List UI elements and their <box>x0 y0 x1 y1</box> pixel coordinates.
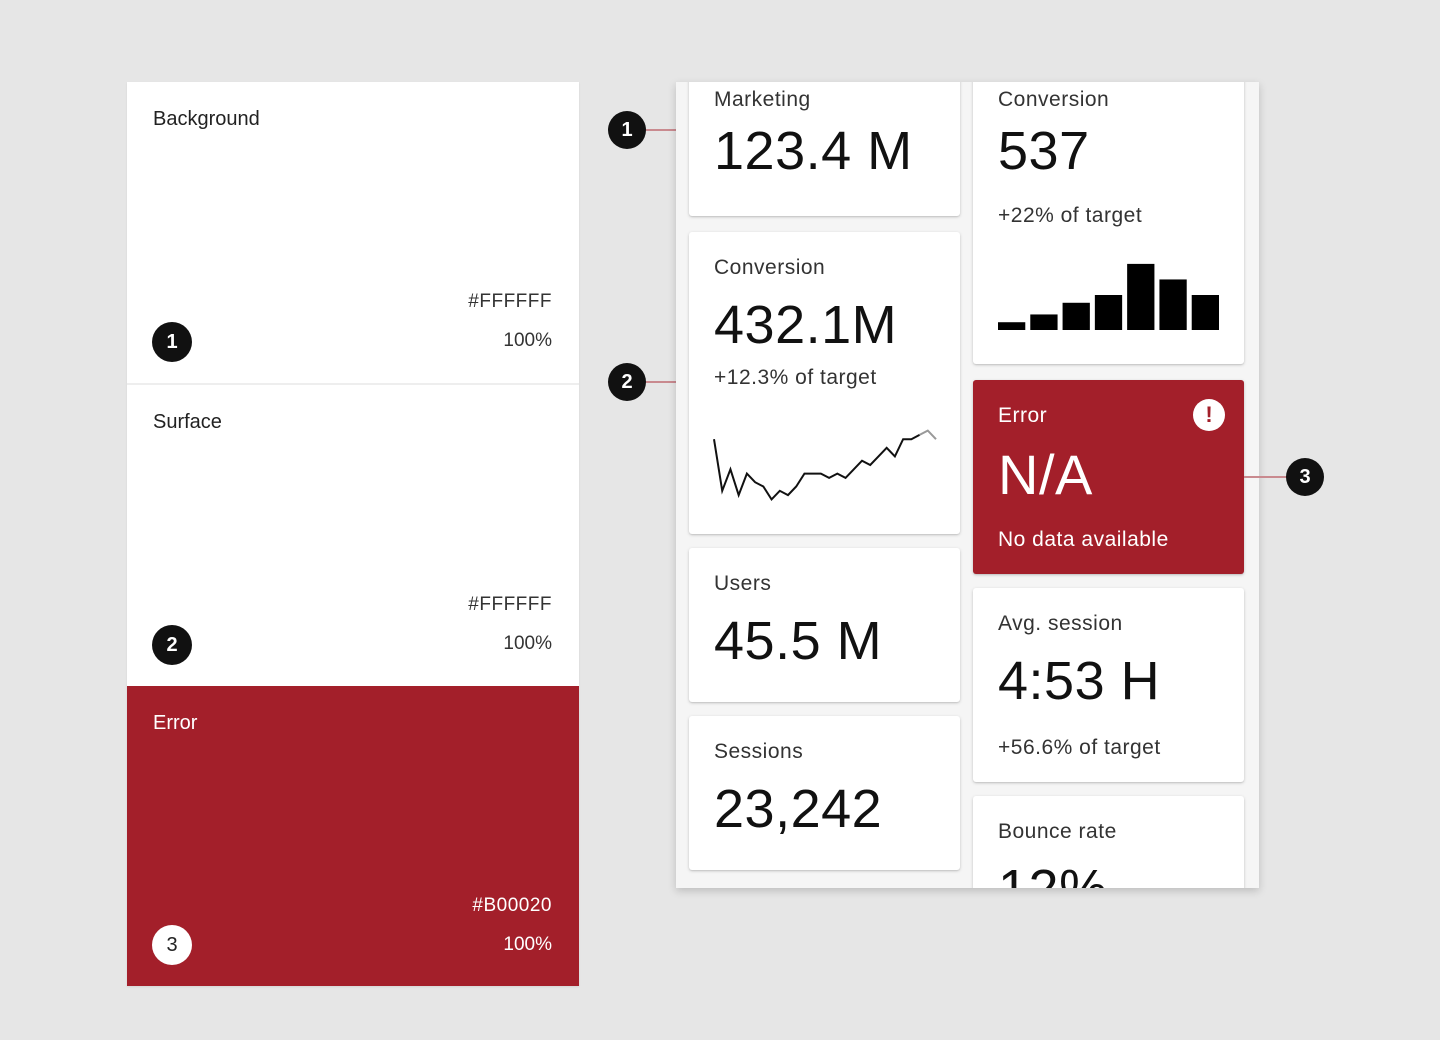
swatch-background: Background #FFFFFF 100% 1 <box>127 82 579 385</box>
line-series <box>713 434 921 502</box>
swatch-error: Error #B00020 100% 3 <box>127 686 579 986</box>
card-marketing[interactable]: Marketing 123.4 M <box>689 82 960 216</box>
card-subtext: +12.3% of target <box>714 366 877 389</box>
card-value: 432.1M <box>714 295 898 355</box>
card-subtext: +22% of target <box>998 204 1143 227</box>
card-value: 23,242 <box>714 779 883 839</box>
card-sessions[interactable]: Sessions 23,242 <box>689 716 960 870</box>
card-bounce-rate[interactable]: Bounce rate 12% <box>973 796 1244 888</box>
card-label: Bounce rate <box>998 820 1117 843</box>
swatch-name: Surface <box>153 411 222 433</box>
card-subtext: No data available <box>998 528 1169 551</box>
callout-connector-1 <box>646 129 676 131</box>
card-value: 4:53 H <box>998 651 1161 711</box>
swatch-hex: #B00020 <box>472 895 552 916</box>
callout-badge-2: 2 <box>608 363 646 401</box>
card-value: 537 <box>998 121 1090 181</box>
swatch-name: Background <box>153 108 260 130</box>
card-users[interactable]: Users 45.5 M <box>689 548 960 702</box>
card-label: Conversion <box>714 256 826 279</box>
swatch-surface: Surface #FFFFFF 100% 2 <box>127 385 579 686</box>
card-conversion-line[interactable]: Conversion 432.1M +12.3% of target <box>689 232 960 534</box>
alert-icon: ! <box>1193 399 1225 431</box>
swatch-opacity: 100% <box>503 330 552 351</box>
bar-6 <box>1159 279 1187 330</box>
card-value: 123.4 M <box>714 121 913 181</box>
bar-3 <box>1062 302 1090 330</box>
card-label: Avg. session <box>998 612 1123 635</box>
bar-2 <box>1030 314 1058 330</box>
card-label: Error <box>998 404 1048 427</box>
card-value: 12% <box>998 858 1108 888</box>
card-label: Users <box>714 572 772 595</box>
swatch-number-badge: 1 <box>152 322 192 362</box>
callout-badge-3: 3 <box>1286 458 1324 496</box>
callout-connector-3 <box>1244 476 1288 478</box>
card-label: Conversion <box>998 88 1110 111</box>
swatch-opacity: 100% <box>503 934 552 955</box>
card-avg-session[interactable]: Avg. session 4:53 H +56.6% of target <box>973 588 1244 782</box>
card-label: Marketing <box>714 88 811 111</box>
line-series-projection <box>919 429 937 440</box>
bar-1 <box>998 322 1026 330</box>
card-error[interactable]: Error N/A No data available ! <box>973 380 1244 574</box>
swatch-number-badge: 2 <box>152 625 192 665</box>
swatch-opacity: 100% <box>503 633 552 654</box>
card-subtext: +56.6% of target <box>998 736 1161 759</box>
card-value: N/A <box>998 443 1093 506</box>
bar-7 <box>1191 295 1219 330</box>
line-chart <box>713 429 937 502</box>
swatch-number-badge: 3 <box>152 925 192 965</box>
color-swatch-panel: Background #FFFFFF 100% 1 Surface #FFFFF… <box>127 82 579 986</box>
swatch-name: Error <box>153 712 198 734</box>
card-conversion-bars[interactable]: Conversion 537 +22% of target <box>973 82 1244 364</box>
card-value: 45.5 M <box>714 611 883 671</box>
bar-5 <box>1127 263 1155 330</box>
card-label: Sessions <box>714 740 804 763</box>
callout-badge-1: 1 <box>608 111 646 149</box>
bar-chart <box>998 263 1219 330</box>
callout-connector-2 <box>646 381 688 383</box>
bar-4 <box>1094 295 1123 330</box>
swatch-hex: #FFFFFF <box>468 594 552 615</box>
swatch-hex: #FFFFFF <box>468 291 552 312</box>
dashboard-preview: Marketing 123.4 M Conversion 537 +22% of… <box>676 82 1259 888</box>
